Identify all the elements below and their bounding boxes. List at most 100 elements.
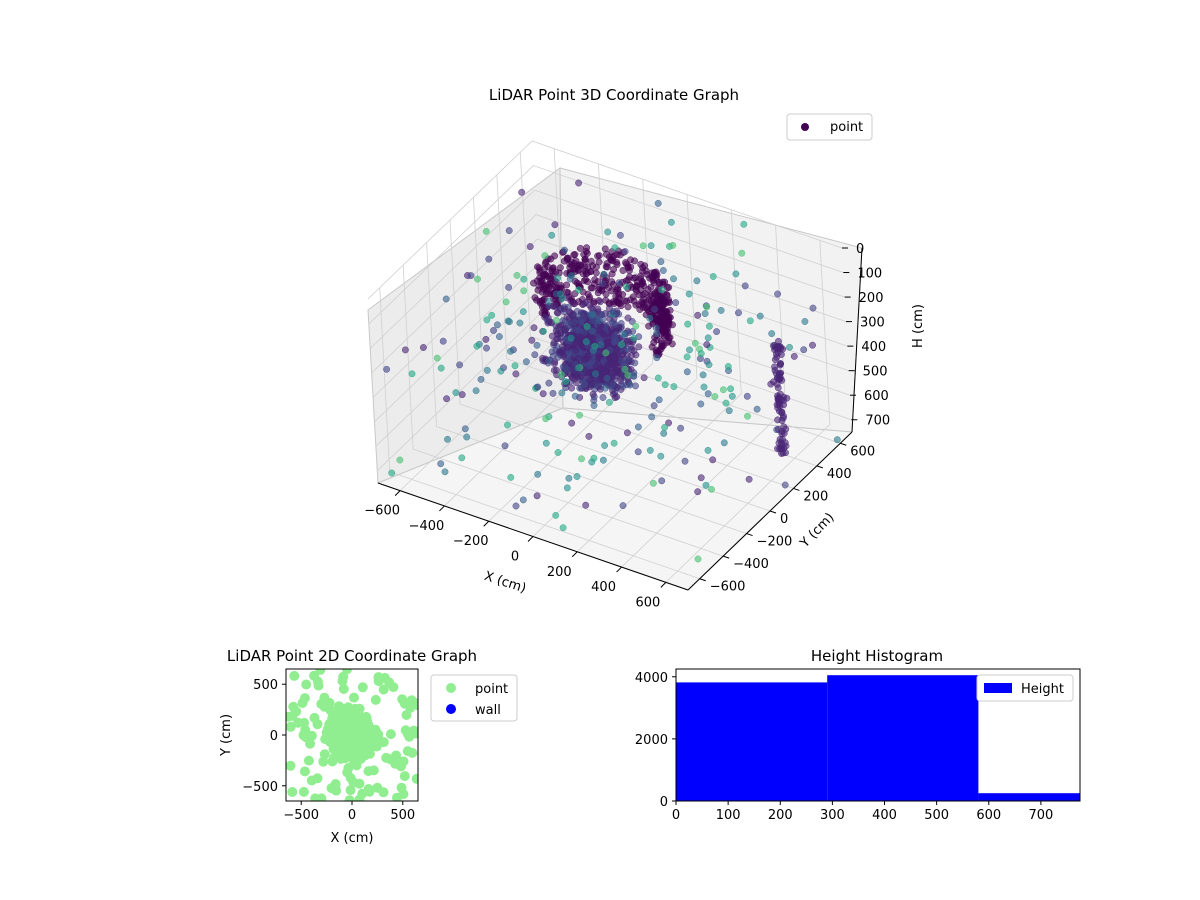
point-3d xyxy=(660,319,668,327)
point-2d xyxy=(361,739,372,750)
point-3d xyxy=(774,416,782,424)
point-3d xyxy=(562,378,570,385)
point-3d xyxy=(632,283,640,291)
point-3d xyxy=(617,377,625,385)
point-3d xyxy=(419,344,427,351)
point-3d xyxy=(588,311,596,319)
point-3d xyxy=(557,329,565,337)
point-3d xyxy=(634,448,642,456)
point-3d xyxy=(613,261,621,268)
point-2d xyxy=(343,763,354,773)
chart-3d-title: LiDAR Point 3D Coordinate Graph xyxy=(489,86,739,104)
point-3d xyxy=(756,312,764,320)
point-3d xyxy=(545,318,553,326)
point-2d xyxy=(378,787,389,798)
point-3d xyxy=(697,400,705,408)
point-3d xyxy=(504,421,511,429)
point-3d xyxy=(574,266,582,274)
point-3d xyxy=(567,334,575,342)
point-3d xyxy=(609,380,617,388)
point-3d xyxy=(433,354,441,362)
point-3d xyxy=(442,295,450,303)
point-3d xyxy=(533,492,541,500)
x-tick-mark-3d xyxy=(483,520,490,527)
point-3d xyxy=(580,277,588,285)
grid-line xyxy=(367,140,843,300)
y-tick-label-hist: 4000 xyxy=(635,671,668,686)
grid-line xyxy=(449,219,461,405)
point-2d xyxy=(297,698,308,708)
point-2d xyxy=(299,717,310,728)
point-3d xyxy=(590,402,598,409)
z-tick-label-3d: 700 xyxy=(865,414,890,429)
z-tick-label-3d: 200 xyxy=(859,291,884,306)
point-3d xyxy=(444,435,451,443)
point-2d xyxy=(338,684,349,694)
point-3d xyxy=(483,344,490,352)
point-3d xyxy=(583,269,591,277)
point-2d xyxy=(287,787,298,797)
point-3d xyxy=(800,346,808,354)
point-3d xyxy=(635,291,643,299)
point-3d xyxy=(595,252,603,260)
point-3d xyxy=(571,392,579,400)
point-3d xyxy=(547,275,555,283)
point-3d xyxy=(560,353,567,360)
point-3d xyxy=(593,362,601,370)
x-tick-label-2d: 500 xyxy=(390,808,415,823)
point-3d xyxy=(592,263,600,271)
point-3d xyxy=(441,468,449,476)
point-3d xyxy=(572,347,580,354)
point-2d xyxy=(350,726,361,737)
grid-line xyxy=(426,242,437,427)
point-3d xyxy=(570,251,578,259)
point-3d xyxy=(534,470,542,478)
point-3d xyxy=(552,511,560,519)
point-3d xyxy=(520,275,528,283)
point-3d xyxy=(582,338,590,346)
point-2d xyxy=(313,680,324,691)
point-3d xyxy=(809,341,816,349)
point-3d xyxy=(439,337,447,345)
points-2d xyxy=(286,669,418,801)
point-3d xyxy=(553,366,560,374)
point-2d xyxy=(316,699,327,709)
point-3d xyxy=(630,334,638,342)
grid-line xyxy=(369,165,844,324)
x-tick-mark-3d xyxy=(660,582,667,588)
point-2d xyxy=(390,758,401,769)
x-tick-label-3d: 0 xyxy=(511,550,519,565)
point-3d xyxy=(654,374,662,382)
point-3d xyxy=(401,346,409,354)
point-3d xyxy=(539,303,546,311)
point-3d xyxy=(600,270,608,278)
y-tick-label-3d: 200 xyxy=(803,489,828,504)
point-3d xyxy=(461,425,469,433)
point-2d xyxy=(303,755,314,766)
y-tick-label-2d: 500 xyxy=(253,678,278,693)
point-3d xyxy=(604,228,612,236)
point-3d xyxy=(482,227,490,235)
point-2d xyxy=(330,706,341,717)
point-3d xyxy=(611,244,619,252)
point-3d xyxy=(780,393,788,401)
point-3d xyxy=(651,305,659,313)
point-3d xyxy=(557,371,565,379)
point-2d xyxy=(303,733,314,744)
grid-line xyxy=(379,287,391,472)
point-2d xyxy=(298,786,309,797)
point-3d xyxy=(611,338,618,346)
point-3d xyxy=(552,316,560,324)
point-3d xyxy=(704,446,712,454)
point-3d xyxy=(705,361,713,369)
point-3d xyxy=(720,439,728,447)
legend-3d-label: point xyxy=(830,120,863,135)
point-2d xyxy=(391,750,402,761)
point-3d xyxy=(774,384,782,392)
point-3d xyxy=(568,384,576,392)
x-tick-label-hist: 300 xyxy=(820,808,845,823)
point-3d xyxy=(632,322,640,330)
z-tick-label-3d: 500 xyxy=(863,365,888,380)
point-2d xyxy=(340,706,351,717)
